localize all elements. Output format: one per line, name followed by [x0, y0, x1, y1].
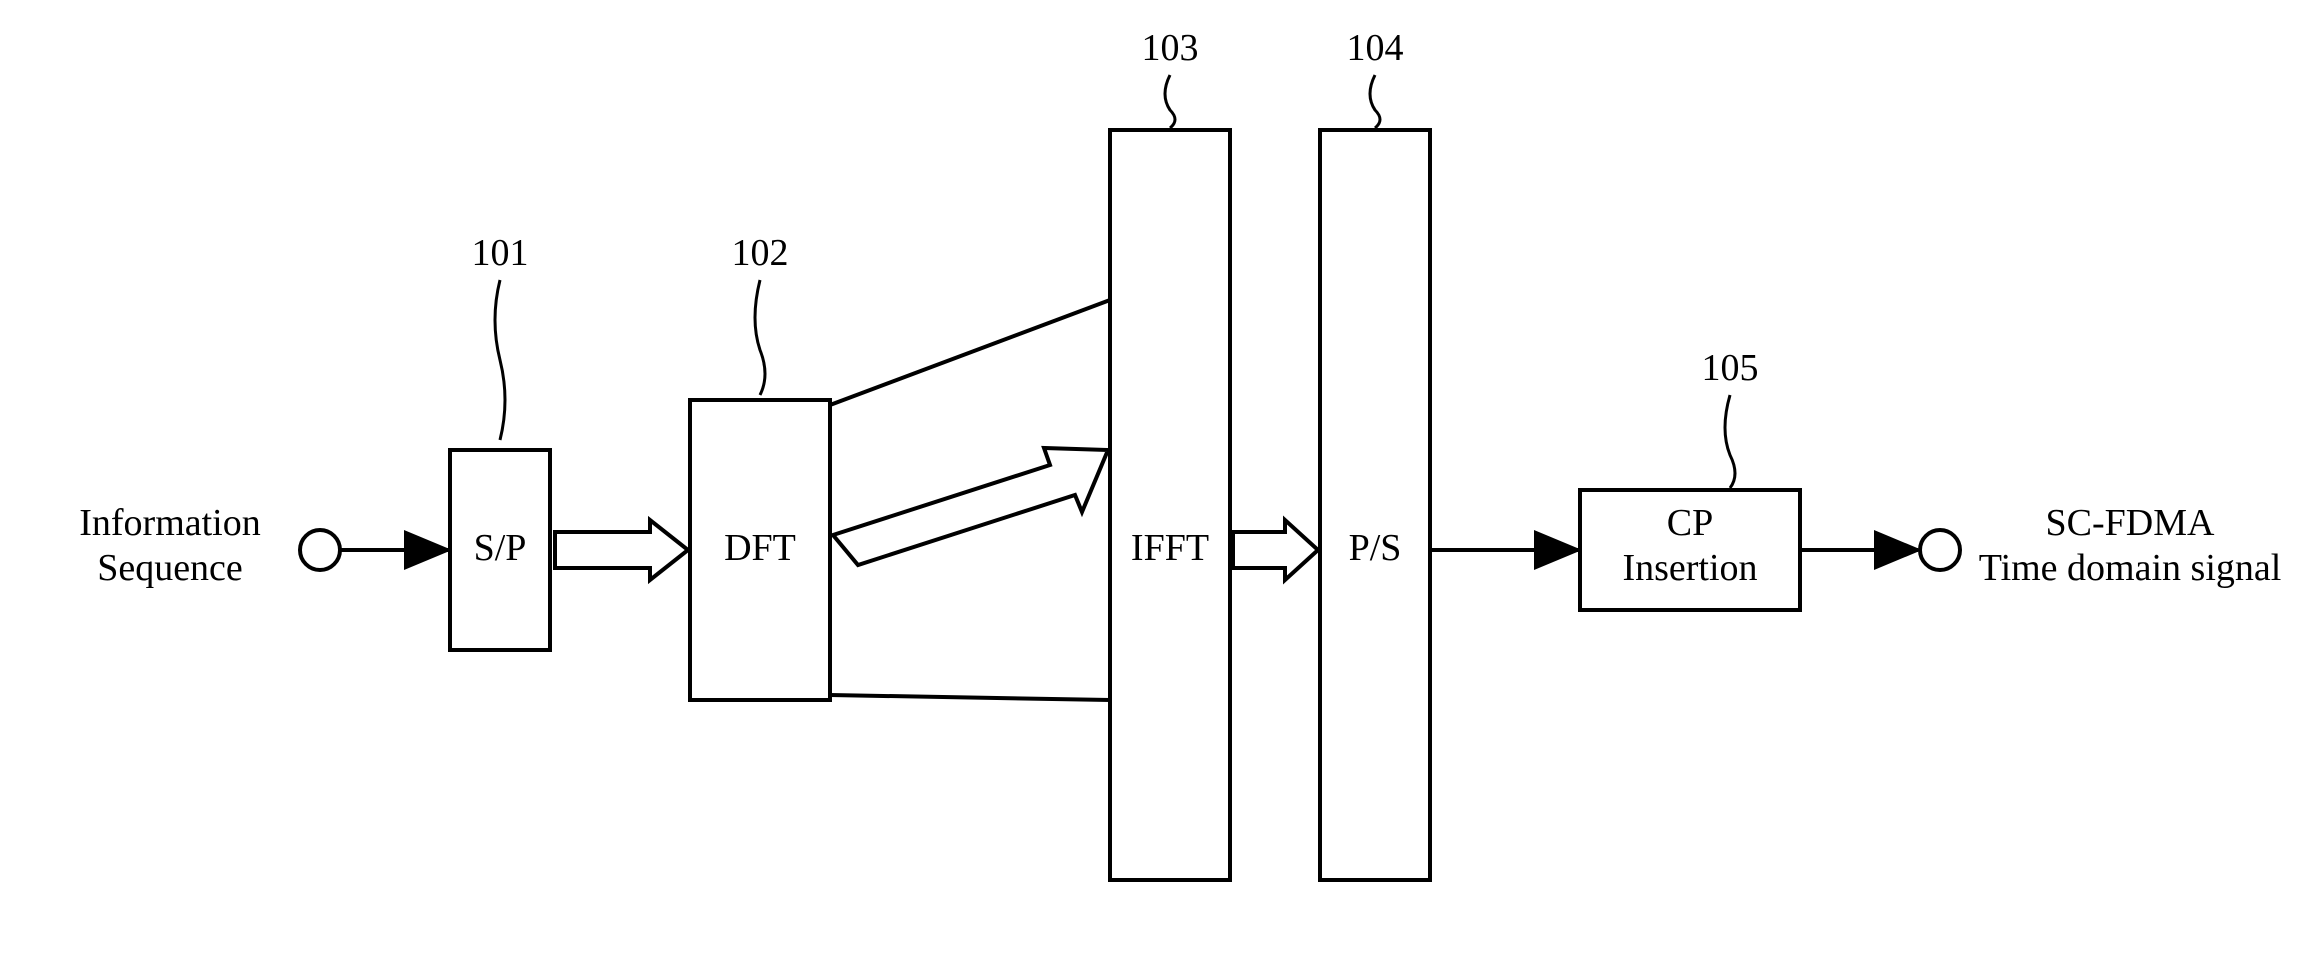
ps-block	[1320, 130, 1430, 880]
block-arrow-ifft-to-ps	[1233, 520, 1318, 580]
fanout-top	[830, 300, 1110, 405]
input-label-line1: Information	[79, 502, 261, 544]
ps-label: P/S	[1349, 527, 1402, 569]
cp-label-line1: CP	[1667, 502, 1713, 544]
block-arrow-dft-to-ifft	[833, 448, 1108, 565]
fanout-bottom	[830, 695, 1110, 700]
ps-leader	[1370, 75, 1380, 128]
cp-refnum: 105	[1702, 347, 1759, 389]
output-label-line1: SC-FDMA	[2046, 502, 2215, 544]
dft-leader	[755, 280, 765, 395]
block-diagram: Information Sequence S/P 101 DFT 102 IFF…	[0, 0, 2308, 950]
block-arrow-sp-to-dft	[555, 520, 688, 580]
sp-leader	[495, 280, 505, 440]
input-label-line2: Sequence	[97, 547, 243, 589]
ifft-leader	[1165, 75, 1175, 128]
ifft-block	[1110, 130, 1230, 880]
ifft-refnum: 103	[1142, 27, 1199, 69]
input-node	[300, 530, 340, 570]
dft-label: DFT	[724, 527, 796, 569]
ifft-label: IFFT	[1131, 527, 1209, 569]
sp-refnum: 101	[472, 232, 529, 274]
output-label-line2: Time domain signal	[1979, 547, 2282, 589]
sp-label: S/P	[474, 527, 527, 569]
dft-refnum: 102	[732, 232, 789, 274]
cp-leader	[1725, 395, 1735, 488]
output-node	[1920, 530, 1960, 570]
ps-refnum: 104	[1347, 27, 1404, 69]
cp-label-line2: Insertion	[1622, 547, 1757, 589]
